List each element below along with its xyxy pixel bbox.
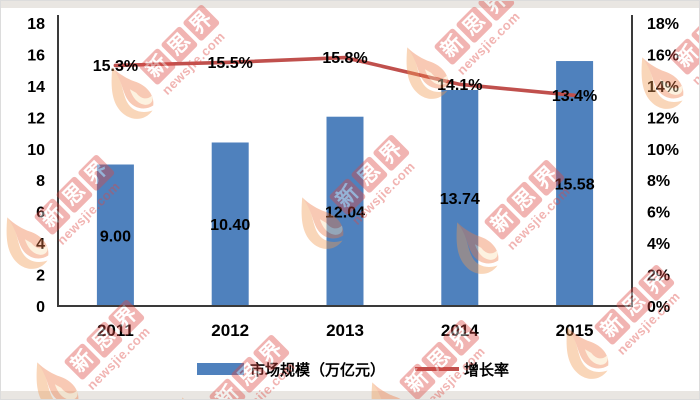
category-label-2011: 2011 [97, 321, 134, 340]
line-value-label: 15.3% [93, 58, 138, 75]
right-axis-tick: 2% [647, 268, 670, 285]
legend-bar-label: 市场规模（万亿元） [250, 361, 385, 379]
right-axis-tick: 18% [647, 16, 679, 33]
category-label-2014: 2014 [441, 321, 479, 340]
right-axis-tick: 8% [647, 173, 670, 190]
left-axis-tick: 0 [36, 299, 45, 316]
bar-2013 [326, 116, 364, 307]
left-axis-tick: 4 [36, 236, 45, 253]
right-axis-tick: 12% [647, 110, 679, 127]
right-axis-tick: 0% [647, 299, 670, 316]
right-axis-tick: 4% [647, 236, 670, 253]
right-axis-tick: 16% [647, 47, 679, 64]
left-axis-tick: 12 [27, 110, 45, 127]
legend-bar-swatch [197, 363, 244, 375]
page-edge-bottom [1, 391, 699, 399]
left-axis-tick: 14 [27, 79, 45, 96]
bar-2014 [441, 89, 479, 306]
legend-line-label: 增长率 [464, 361, 509, 379]
bar-value-label: 15.58 [555, 177, 595, 194]
right-axis-tick: 6% [647, 205, 670, 222]
right-axis-tick: 14% [647, 79, 679, 96]
line-value-label: 15.5% [208, 55, 253, 72]
bar-value-label: 10.40 [210, 217, 250, 234]
left-axis-tick: 6 [36, 205, 45, 222]
bar-value-label: 9.00 [100, 228, 131, 245]
legend: 市场规模（万亿元） 增长率 [197, 361, 509, 379]
left-axis-tick: 2 [36, 268, 45, 285]
growth-rate-line [113, 55, 577, 98]
bar-2011 [96, 164, 134, 306]
category-label-2012: 2012 [211, 321, 249, 340]
right-axis-tick: 10% [647, 142, 679, 159]
bar-2012 [211, 142, 249, 306]
bar-value-label: 13.74 [440, 191, 480, 208]
category-label-2015: 2015 [556, 321, 594, 340]
bar-value-label: 12.04 [325, 204, 365, 221]
left-axis-tick: 8 [36, 173, 45, 190]
line-value-label: 13.4% [552, 88, 597, 105]
line-value-label: 14.1% [437, 77, 482, 94]
left-axis-tick: 10 [27, 142, 45, 159]
left-axis-tick: 18 [27, 16, 45, 33]
bar-2015 [556, 61, 594, 307]
category-label-2013: 2013 [326, 321, 364, 340]
page-edge-top [1, 1, 699, 8]
line-value-label: 15.8% [322, 50, 367, 67]
left-axis-tick: 16 [27, 47, 45, 64]
